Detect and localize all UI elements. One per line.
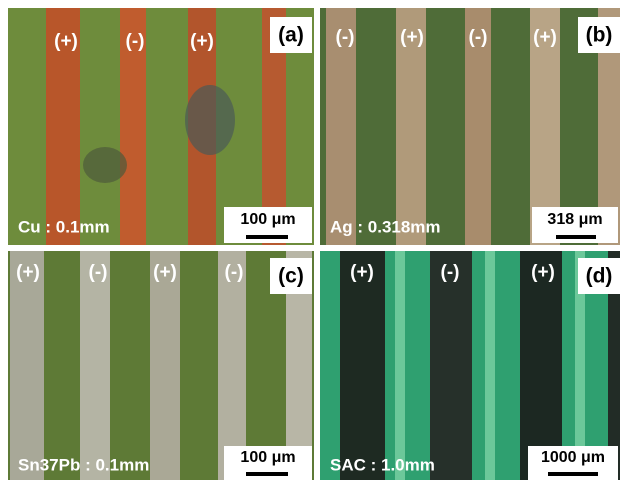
polarity-label: (+)	[54, 31, 78, 52]
polarity-label: (+)	[350, 262, 374, 283]
polarity-label: (+)	[190, 31, 214, 52]
polarity-label: (+)	[400, 27, 424, 48]
figure: (+) (-) (+) (-) (+) (-) (+) (+) (-) (+) …	[0, 0, 626, 485]
material-label: Ag : 0.318mm	[330, 217, 441, 236]
polarity-label: (-)	[89, 262, 108, 283]
panel-d	[320, 251, 620, 480]
scale-label: 100 μm	[240, 449, 295, 466]
polarity-label: (+)	[531, 262, 555, 283]
panel-c	[8, 251, 314, 480]
polarity-label: (-)	[336, 27, 355, 48]
polarity-label: (+)	[533, 27, 557, 48]
material-label: Sn37Pb : 0.1mm	[18, 455, 149, 474]
polarity-label: (-)	[441, 262, 460, 283]
panel-label: (b)	[586, 24, 613, 47]
scale-label: 318 μm	[547, 211, 602, 228]
material-label: SAC : 1.0mm	[330, 455, 435, 474]
scale-label: 1000 μm	[541, 449, 605, 466]
panel-label: (c)	[278, 265, 304, 288]
polarity-label: (-)	[126, 31, 145, 52]
material-label: Cu : 0.1mm	[18, 217, 110, 236]
polarity-label: (-)	[469, 27, 488, 48]
polarity-label: (+)	[16, 262, 40, 283]
scale-label: 100 μm	[240, 211, 295, 228]
polarity-label: (+)	[153, 262, 177, 283]
panel-label: (a)	[278, 24, 304, 47]
polarity-label: (-)	[225, 262, 244, 283]
panel-label: (d)	[586, 265, 613, 288]
